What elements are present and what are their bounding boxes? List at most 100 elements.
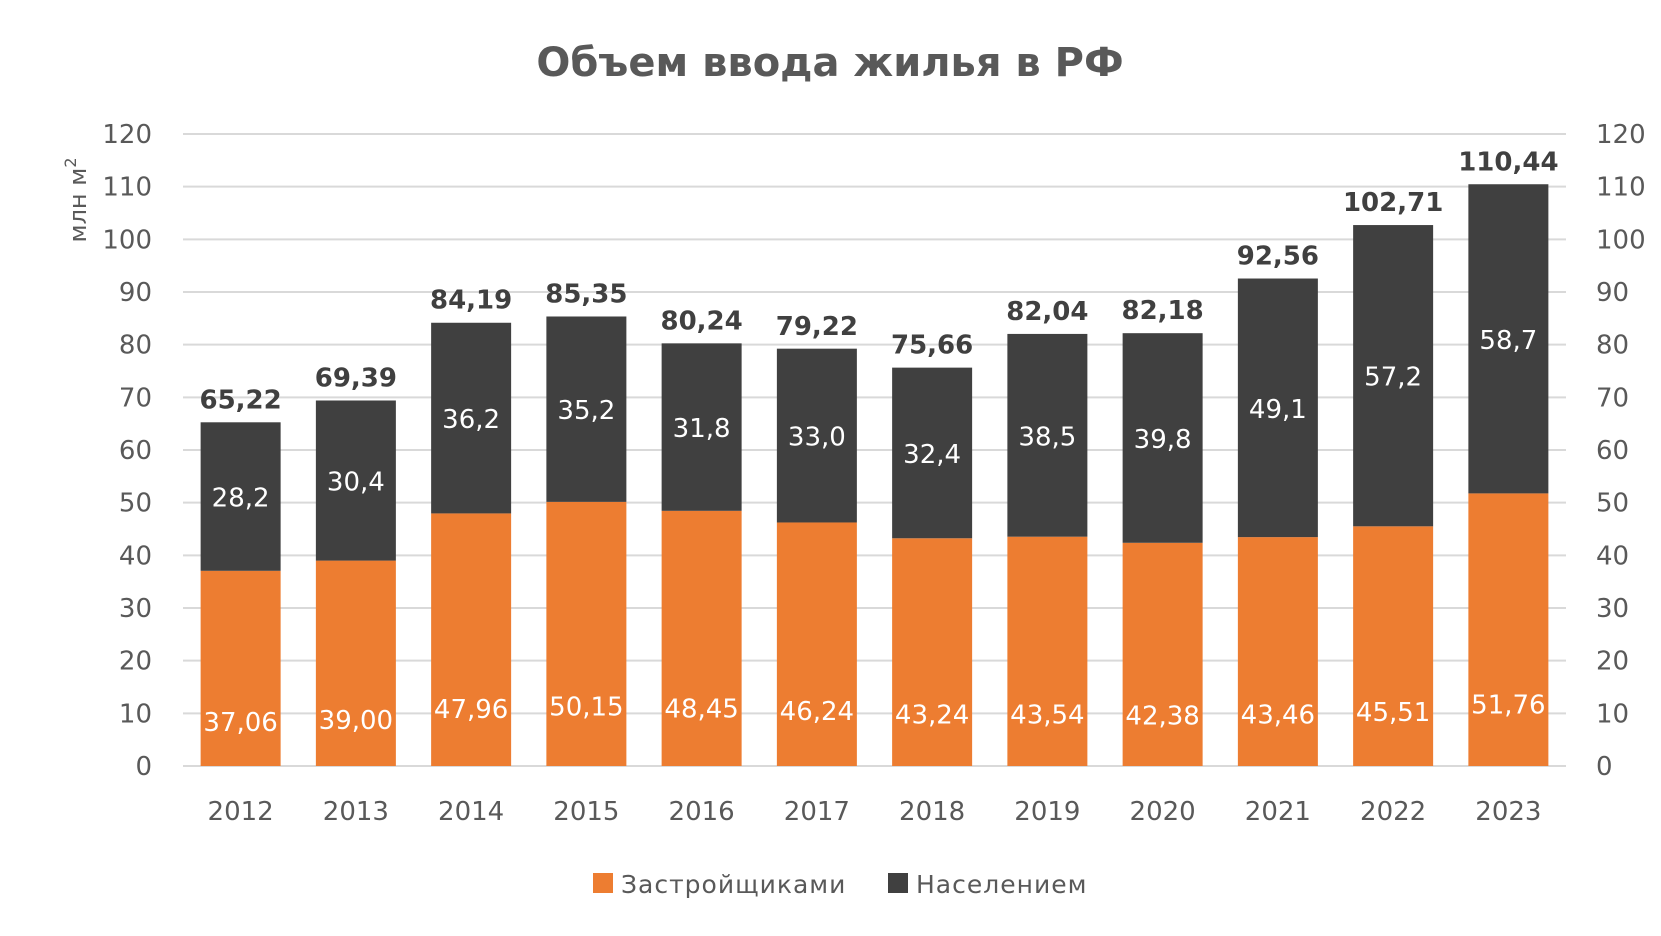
legend-label-naseleniem: Населением bbox=[916, 870, 1087, 899]
bar-segment-naseleniem bbox=[546, 316, 627, 502]
total-label: 82,04 bbox=[1006, 297, 1088, 327]
bar-segment-zastroyshchiki bbox=[315, 560, 396, 766]
total-label: 85,35 bbox=[545, 279, 627, 309]
bar-segment-naseleniem bbox=[315, 400, 396, 561]
data-label: 28,2 bbox=[212, 484, 270, 514]
y-tick-label-left: 20 bbox=[119, 647, 152, 677]
y-tick-label-right: 90 bbox=[1596, 278, 1629, 308]
x-tick-label: 2018 bbox=[899, 797, 965, 827]
y-tick-label-right: 20 bbox=[1596, 647, 1629, 677]
bar-segment-zastroyshchiki bbox=[1468, 493, 1549, 766]
data-label: 45,51 bbox=[1356, 698, 1430, 728]
y-tick-label-right: 40 bbox=[1596, 541, 1629, 571]
y-tick-label-left: 100 bbox=[102, 225, 152, 255]
total-label: 69,39 bbox=[315, 364, 397, 394]
data-label: 48,45 bbox=[664, 694, 738, 724]
x-tick-label: 2014 bbox=[438, 797, 504, 827]
y-tick-label-left: 70 bbox=[119, 383, 152, 413]
legend: Застройщиками Населением bbox=[593, 870, 1087, 899]
bar-segment-zastroyshchiki bbox=[661, 510, 742, 766]
y-tick-label-left: 60 bbox=[119, 436, 152, 466]
legend-swatch-naseleniem bbox=[888, 873, 908, 893]
data-label: 37,06 bbox=[203, 708, 277, 738]
x-tick-label: 2019 bbox=[1014, 797, 1080, 827]
y-tick-label-right: 100 bbox=[1596, 225, 1646, 255]
bar-segment-zastroyshchiki bbox=[892, 538, 973, 766]
total-label: 80,24 bbox=[661, 306, 743, 336]
total-label: 65,22 bbox=[200, 386, 282, 416]
data-label: 49,1 bbox=[1249, 395, 1307, 425]
x-tick-label: 2023 bbox=[1475, 797, 1541, 827]
y-tick-label-right: 0 bbox=[1596, 752, 1613, 782]
chart-title: Объем ввода жилья в РФ bbox=[536, 40, 1123, 86]
data-label: 43,54 bbox=[1010, 700, 1084, 730]
total-label: 102,71 bbox=[1343, 188, 1443, 218]
y-tick-label-right: 50 bbox=[1596, 489, 1629, 519]
y-tick-label-right: 60 bbox=[1596, 436, 1629, 466]
total-label: 110,44 bbox=[1458, 147, 1558, 177]
legend-label-zastroyshchiki: Застройщиками bbox=[621, 870, 846, 899]
bar-segment-zastroyshchiki bbox=[776, 522, 857, 766]
total-label: 75,66 bbox=[891, 331, 973, 361]
y-tick-label-right: 110 bbox=[1596, 173, 1646, 203]
data-label: 39,8 bbox=[1134, 425, 1192, 455]
bar-segment-naseleniem bbox=[776, 348, 857, 523]
y-tick-label-left: 50 bbox=[119, 489, 152, 519]
data-label: 58,7 bbox=[1479, 326, 1537, 356]
y-axis-label: млн м2 bbox=[61, 157, 92, 242]
x-tick-label: 2013 bbox=[323, 797, 389, 827]
bar-segment-naseleniem bbox=[1122, 333, 1203, 543]
y-tick-label-left: 110 bbox=[102, 173, 152, 203]
y-tick-label-left: 30 bbox=[119, 594, 152, 624]
bar-segment-zastroyshchiki bbox=[1122, 542, 1203, 766]
x-tick-label: 2015 bbox=[553, 797, 619, 827]
data-label: 35,2 bbox=[557, 396, 615, 426]
data-label: 50,15 bbox=[549, 692, 623, 722]
data-label: 46,24 bbox=[780, 697, 854, 727]
data-label: 47,96 bbox=[434, 695, 508, 725]
x-tick-label: 2017 bbox=[784, 797, 850, 827]
data-label: 57,2 bbox=[1364, 363, 1422, 393]
y-tick-label-right: 10 bbox=[1596, 699, 1629, 729]
y-tick-label-left: 120 bbox=[102, 120, 152, 150]
data-label: 32,4 bbox=[903, 440, 961, 470]
x-tick-label: 2021 bbox=[1245, 797, 1311, 827]
total-label: 92,56 bbox=[1237, 242, 1319, 272]
data-label: 39,00 bbox=[319, 706, 393, 736]
y-tick-label-left: 0 bbox=[135, 752, 152, 782]
data-label: 30,4 bbox=[327, 468, 385, 498]
data-label: 51,76 bbox=[1471, 690, 1545, 720]
x-tick-label: 2022 bbox=[1360, 797, 1426, 827]
bar-segment-zastroyshchiki bbox=[546, 501, 627, 766]
legend-swatch-zastroyshchiki bbox=[593, 873, 613, 893]
bar-segment-naseleniem bbox=[1007, 333, 1088, 537]
bar-segment-zastroyshchiki bbox=[200, 570, 281, 766]
x-tick-label: 2012 bbox=[208, 797, 274, 827]
x-tick-label: 2016 bbox=[669, 797, 735, 827]
data-label: 43,24 bbox=[895, 701, 969, 731]
y-tick-label-left: 40 bbox=[119, 541, 152, 571]
bar-segment-naseleniem bbox=[1237, 278, 1318, 538]
bar-segment-zastroyshchiki bbox=[1353, 526, 1434, 766]
bar-segment-naseleniem bbox=[431, 322, 512, 514]
bar-segment-naseleniem bbox=[1353, 225, 1434, 527]
x-tick-label: 2020 bbox=[1130, 797, 1196, 827]
total-label: 84,19 bbox=[430, 286, 512, 316]
bar-segment-zastroyshchiki bbox=[1007, 536, 1088, 766]
bar-segment-naseleniem bbox=[1468, 184, 1549, 494]
bar-segment-naseleniem bbox=[661, 343, 742, 511]
y-tick-label-left: 90 bbox=[119, 278, 152, 308]
bar-segment-zastroyshchiki bbox=[431, 513, 512, 766]
y-tick-label-right: 70 bbox=[1596, 383, 1629, 413]
bar-segment-zastroyshchiki bbox=[1237, 537, 1318, 766]
data-label: 42,38 bbox=[1125, 702, 1199, 732]
total-label: 82,18 bbox=[1122, 296, 1204, 326]
data-label: 38,5 bbox=[1018, 422, 1076, 452]
total-label: 79,22 bbox=[776, 312, 858, 342]
y-tick-label-right: 120 bbox=[1596, 120, 1646, 150]
data-label: 36,2 bbox=[442, 405, 500, 435]
y-tick-label-left: 10 bbox=[119, 699, 152, 729]
data-label: 43,46 bbox=[1241, 700, 1315, 730]
data-label: 31,8 bbox=[673, 414, 731, 444]
